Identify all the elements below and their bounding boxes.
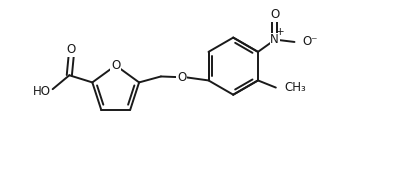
Text: O: O bbox=[270, 8, 279, 21]
Text: O: O bbox=[111, 59, 120, 72]
Text: O: O bbox=[177, 71, 186, 84]
Text: HO: HO bbox=[33, 85, 51, 98]
Text: O: O bbox=[67, 43, 76, 56]
Text: +: + bbox=[276, 27, 285, 37]
Text: O⁻: O⁻ bbox=[302, 35, 318, 48]
Text: N: N bbox=[270, 33, 279, 46]
Text: CH₃: CH₃ bbox=[285, 81, 306, 94]
